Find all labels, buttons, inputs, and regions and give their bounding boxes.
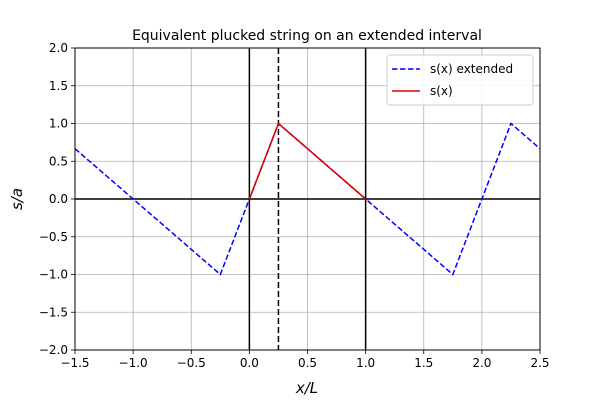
x-axis-label: x/L — [295, 379, 318, 397]
y-tick-label: −1.0 — [39, 268, 68, 282]
y-tick-label: 0.0 — [49, 192, 68, 206]
series-line-1 — [248, 122, 367, 200]
y-tick-label: 1.0 — [49, 117, 68, 131]
y-tick-label: −1.5 — [39, 305, 68, 319]
x-tick-label: 0.0 — [240, 356, 259, 370]
y-axis-label: s/a — [8, 188, 26, 210]
y-tick-label: 1.5 — [49, 79, 68, 93]
y-tick-label: −2.0 — [39, 343, 68, 357]
legend: s(x) extended s(x) — [386, 54, 534, 106]
ticks: −1.5 −1.0 −0.5 0.0 0.5 1.0 1.5 2.0 2.5−2.0−1.5−1… — [39, 41, 550, 370]
x-tick-label: 0.5 — [298, 356, 317, 370]
x-tick-label: −1.0 — [119, 356, 148, 370]
legend-box — [386, 54, 534, 106]
legend-label-0: s(x) extended — [430, 62, 513, 76]
x-tick-label: 1.0 — [356, 356, 375, 370]
y-tick-label: 2.0 — [49, 41, 68, 55]
x-tick-label: 2.5 — [530, 356, 549, 370]
y-tick-label: −0.5 — [39, 230, 68, 244]
x-tick-label: −0.5 — [177, 356, 206, 370]
legend-label-1: s(x) — [430, 84, 453, 98]
x-tick-label: 2.0 — [472, 356, 491, 370]
x-tick-label: 1.5 — [414, 356, 433, 370]
x-tick-label: −1.5 — [60, 356, 89, 370]
chart-title: Equivalent plucked string on an extended… — [132, 28, 482, 44]
series-layer — [74, 122, 541, 276]
y-tick-label: 0.5 — [49, 154, 68, 168]
